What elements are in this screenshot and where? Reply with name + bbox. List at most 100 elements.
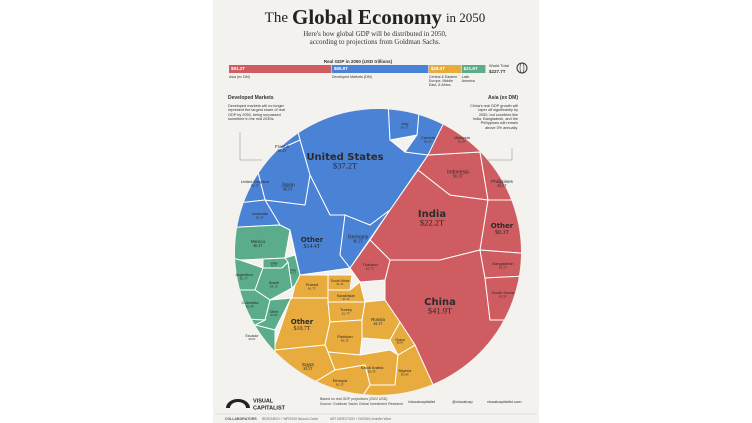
cell-label: Other bbox=[301, 236, 324, 244]
cell-value-label: $0.6T bbox=[248, 337, 255, 341]
cell-label: Colombia bbox=[242, 300, 260, 305]
cell-value-label: $14.4T bbox=[304, 243, 321, 250]
note: Based on real GDP projections (2022 USD) bbox=[320, 397, 387, 401]
total-name: World Total bbox=[489, 63, 509, 68]
cell-value-label: $1.1T bbox=[290, 271, 296, 274]
cell-value-label: $1.1T bbox=[342, 297, 349, 301]
globe-icon bbox=[519, 62, 525, 74]
annotation-text: China's real GDP growth will taper off s… bbox=[470, 104, 518, 130]
social: @visualcap bbox=[452, 399, 474, 404]
cell-label: South Africa bbox=[331, 279, 350, 283]
cell-label: Poland bbox=[306, 282, 318, 287]
cell-value-label: $3.7T bbox=[401, 126, 410, 130]
leader-line bbox=[482, 148, 513, 161]
cell-value-label: $6.2T bbox=[353, 239, 363, 244]
bar-segment bbox=[229, 65, 332, 73]
title-lead: The bbox=[265, 10, 289, 26]
bar-segment bbox=[331, 65, 429, 73]
leader-line bbox=[239, 132, 262, 161]
logo bbox=[226, 399, 250, 408]
cell-label: France bbox=[275, 144, 290, 149]
cell-label: Ghana bbox=[395, 338, 405, 342]
cell-value-label: $3.4T bbox=[401, 373, 410, 377]
cell-label: Pakistan bbox=[337, 334, 352, 339]
cell-value-label: $22.2T bbox=[420, 217, 445, 227]
bar-group-label: Latin America bbox=[461, 75, 475, 84]
cell-value-label: $5.4T bbox=[277, 149, 287, 153]
cell-label: Thailand bbox=[362, 262, 377, 267]
bar-group-label: Developed Markets (DM) bbox=[331, 75, 372, 79]
annotation-text: Developed markets will no longer represe… bbox=[228, 104, 285, 122]
cell-label: Egypt bbox=[302, 362, 314, 367]
cell-label: India bbox=[418, 209, 446, 220]
cell-value-label: $3.5T bbox=[499, 295, 508, 299]
cell-value-label: $3.3T bbox=[270, 313, 277, 317]
cell-label: China bbox=[424, 297, 456, 308]
cell-label: Turkey bbox=[340, 307, 352, 312]
cell-value-label: $0.8T bbox=[397, 342, 404, 345]
cell-value-label: $3.6T bbox=[424, 140, 433, 144]
bar-value-label: $91.2T bbox=[231, 66, 245, 71]
title-main: Global Economy bbox=[292, 5, 442, 29]
total-value: $227.7T bbox=[489, 69, 506, 74]
bar-value-label: $21.6T bbox=[464, 66, 478, 71]
voronoi bbox=[235, 109, 521, 395]
cell-label: Italy bbox=[401, 121, 408, 126]
cell-label: Saudi Arabia bbox=[361, 365, 384, 370]
cell-label: Indonesia bbox=[447, 169, 469, 175]
cell-label: Bangladesh bbox=[492, 261, 513, 266]
annotation-title: Asia (ex DM) bbox=[487, 95, 518, 101]
cell-label: Russia bbox=[371, 317, 385, 322]
annotation-title: Developed Markets bbox=[228, 95, 274, 101]
cell-label: South Korea bbox=[492, 290, 515, 295]
cell bbox=[284, 254, 301, 290]
social: visualcapitalist.com bbox=[487, 399, 522, 404]
bar-group-label: Asia (ex DM) bbox=[229, 75, 250, 79]
cell-value-label: $3.3T bbox=[368, 370, 377, 374]
cell-value-label: $1.6T bbox=[458, 140, 467, 144]
bar-value-label: $85.9T bbox=[334, 66, 348, 71]
cell-value-label: $1.7T bbox=[342, 312, 351, 316]
cell-label: United States bbox=[306, 152, 383, 163]
cell-label: Germany bbox=[348, 234, 369, 240]
brand: VISUAL bbox=[253, 398, 274, 404]
cell-label: Other bbox=[291, 318, 314, 326]
cell-label: Ecuador bbox=[245, 334, 259, 338]
cell-value-label: $3.3T bbox=[341, 339, 350, 343]
cell-value-label: $4.3T bbox=[373, 322, 383, 326]
cell-value-label: $3.3T bbox=[497, 184, 507, 188]
cell-label: Japan bbox=[281, 182, 295, 188]
cell-value-label: $1.4T bbox=[336, 282, 343, 286]
cell-label: Kazakhstan bbox=[337, 294, 355, 298]
collaborators: COLLABORATORS bbox=[225, 417, 257, 421]
cell-label: Australia bbox=[252, 211, 268, 216]
cell-label: Peru bbox=[290, 268, 297, 272]
cell-value-label: $6.3T bbox=[453, 174, 463, 179]
cell-value-label: $37.2T bbox=[333, 160, 358, 170]
brand: CAPITALIST bbox=[253, 405, 286, 411]
cell-value-label: $1.7T bbox=[308, 287, 317, 291]
cell-value-label: $0.7T bbox=[271, 264, 277, 267]
cell bbox=[484, 274, 521, 321]
bar-title: Real GDP in 2050 (USD trillions) bbox=[324, 59, 393, 64]
cell bbox=[339, 209, 391, 269]
cell-value-label: $41.9T bbox=[428, 305, 453, 315]
source: Source: Goldman Sachs Global Investment … bbox=[320, 402, 403, 406]
cell-value-label: $6.3T bbox=[253, 244, 263, 248]
cell-label: Argentina bbox=[235, 272, 253, 277]
bar-value-label: $29.0T bbox=[431, 66, 445, 71]
cell-value-label: $1.4T bbox=[246, 305, 255, 309]
cell-label: Nigeria bbox=[399, 368, 412, 373]
cell-label: Brazil bbox=[269, 280, 279, 285]
title-suffix: in 2050 bbox=[446, 10, 485, 25]
cell-value-label: $4.1T bbox=[270, 285, 279, 289]
cell bbox=[389, 321, 416, 356]
cell-value-label: $3.5T bbox=[303, 367, 313, 371]
cell-value-label: $6.1T bbox=[251, 184, 260, 188]
globe-icon bbox=[516, 62, 528, 74]
cell-value-label: $10.7T bbox=[294, 325, 311, 332]
cell-label: Other bbox=[491, 222, 514, 230]
cell-label: Chile bbox=[271, 261, 278, 265]
